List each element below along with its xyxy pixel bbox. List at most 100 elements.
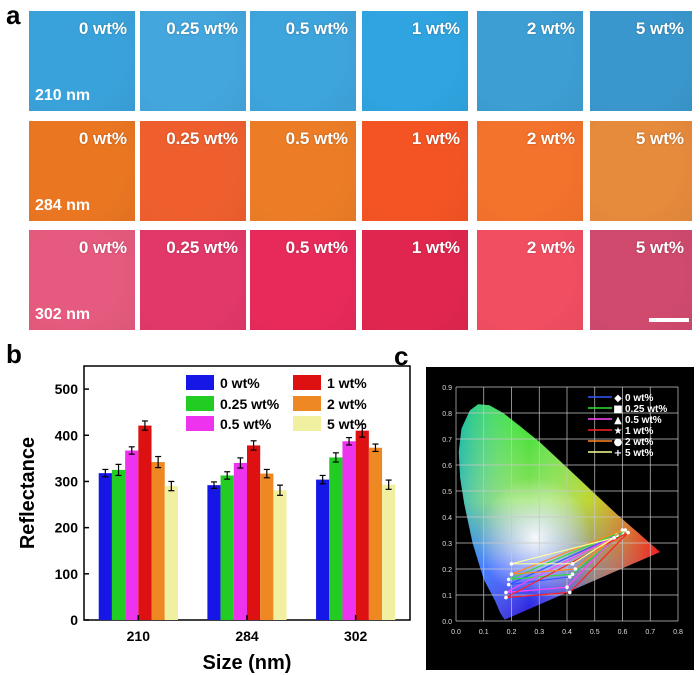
legend-label: 2 wt% <box>327 396 367 412</box>
legend-swatch <box>186 375 214 390</box>
y-tick-label: 0 <box>70 612 78 628</box>
photo-tile: 5 wt% <box>590 230 692 330</box>
y-tick-label: 400 <box>55 427 79 443</box>
panel-b-letter: b <box>6 339 22 369</box>
cie-chart-frame: 0.0 0.1 0.2 0.3 0.4 0.5 0.6 0.7 0.8 0.0 0.1 0.2 0.3 0… <box>426 367 694 670</box>
series-line-5-wt- <box>511 537 615 565</box>
y-tick-label: 0.7 <box>442 437 452 444</box>
bar-2-wt- <box>151 462 165 620</box>
data-point <box>620 528 625 532</box>
series-line-0-25-wt- <box>508 529 626 580</box>
photo-tile: 2 wt% <box>477 121 583 221</box>
legend-swatch <box>293 375 321 390</box>
bar-0-5-wt- <box>125 450 139 620</box>
concentration-label: 0 wt% <box>78 238 127 257</box>
series-line-1-wt- <box>505 532 629 599</box>
concentration-label: 5 wt% <box>635 19 684 38</box>
x-tick-label: 0.1 <box>479 629 489 636</box>
data-point <box>506 577 511 582</box>
legend-marker: ▲ <box>614 415 622 426</box>
cie-white-point-glow <box>458 404 660 620</box>
photo-tile: 0.5 wt% <box>250 11 356 111</box>
y-tick-label: 100 <box>55 566 79 582</box>
x-tick-label: 0.5 <box>590 629 600 636</box>
series-line-2-wt- <box>511 529 623 575</box>
concentration-label: 0.25 wt% <box>166 238 238 257</box>
y-tick-label: 0.1 <box>442 593 452 600</box>
data-point <box>504 595 508 600</box>
bar-0-25-wt- <box>329 457 343 620</box>
data-point <box>626 530 630 535</box>
cie-chromaticity-chart: 0.0 0.1 0.2 0.3 0.4 0.5 0.6 0.7 0.8 0.0 0.1 0.2 0.3 0… <box>442 385 683 636</box>
bar-0-5-wt- <box>342 441 356 620</box>
legend-swatch <box>293 416 321 431</box>
bar-0-wt- <box>207 485 221 620</box>
photo-tile: 0.5 wt% <box>250 230 356 330</box>
concentration-label: 0.5 wt% <box>285 238 348 257</box>
x-tick-label: 284 <box>235 628 259 644</box>
concentration-label: 5 wt% <box>635 238 684 257</box>
y-tick-label: 500 <box>55 381 79 397</box>
x-tick-label: 0.0 <box>451 629 461 636</box>
concentration-label: 5 wt% <box>635 129 684 148</box>
photo-tile: 0.25 wt% <box>140 11 246 111</box>
photo-tile: 5 wt% <box>590 11 692 111</box>
y-tick-label: 200 <box>55 520 79 536</box>
concentration-label: 0 wt% <box>78 129 127 148</box>
concentration-label: 0.5 wt% <box>285 129 348 148</box>
data-point <box>509 572 514 576</box>
panel-a-photo-grid: a 0 wt% 210 nm 0.25 wt% 0.5 wt% 1 wt% 2 wt% 5 … <box>6 2 692 330</box>
photo-tile: 0.25 wt% <box>140 230 246 330</box>
concentration-label: 1 wt% <box>411 129 460 148</box>
y-tick-label: 0.6 <box>442 463 452 470</box>
y-tick-label: 300 <box>55 473 79 489</box>
concentration-label: 2 wt% <box>526 19 575 38</box>
y-tick-label: 0.5 <box>442 489 452 496</box>
y-axis-label: Reflectance <box>17 437 39 549</box>
bar-5-wt- <box>164 486 178 620</box>
y-tick-label: 0.3 <box>442 541 452 548</box>
panel-c-letter: c <box>394 341 409 371</box>
bar-1-wt- <box>247 445 261 620</box>
bar-5-wt- <box>382 484 396 620</box>
legend-label: 2 wt% <box>625 437 653 448</box>
bar-5-wt- <box>273 490 287 620</box>
bar-0-wt- <box>98 473 112 620</box>
legend-swatch <box>186 396 214 411</box>
data-point <box>570 572 575 576</box>
photo-tile: 0 wt% 210 nm <box>29 11 135 111</box>
data-point <box>623 528 628 532</box>
bar-0-25-wt- <box>111 469 126 620</box>
concentration-label: 0.5 wt% <box>285 19 348 38</box>
size-label: 284 nm <box>35 197 91 214</box>
photo-tile: 1 wt% <box>362 121 468 221</box>
bar-1-wt- <box>138 425 152 620</box>
legend-marker: ◆ <box>614 393 622 404</box>
data-point <box>506 582 511 587</box>
size-label: 302 nm <box>35 306 91 323</box>
legend-label: 1 wt% <box>327 375 367 391</box>
concentration-label: 1 wt% <box>411 238 460 257</box>
photo-tile: 2 wt% <box>477 230 583 330</box>
legend-label: 0.25 wt% <box>220 396 280 412</box>
legend-label: 5 wt% <box>327 416 367 432</box>
legend-marker: ■ <box>613 404 622 415</box>
x-tick-label: 0.2 <box>507 629 517 636</box>
data-point <box>504 590 508 595</box>
photo-tile: 0 wt% 284 nm <box>29 121 135 221</box>
legend-marker: + <box>614 448 622 459</box>
legend-marker: ● <box>614 437 623 448</box>
bar-0-5-wt- <box>233 462 247 620</box>
y-tick-label: 0.4 <box>442 515 452 522</box>
x-tick-label: 0.6 <box>618 629 628 636</box>
concentration-label: 2 wt% <box>526 238 575 257</box>
legend-label: 1 wt% <box>625 426 653 437</box>
x-tick-label: 0.4 <box>562 629 572 636</box>
photo-tile: 1 wt% <box>362 230 468 330</box>
reflectance-bar-chart: 0 100 200 300 400 500 210 284 302 Size (nm) Reflec… <box>17 365 411 674</box>
photo-tile: 0.5 wt% <box>250 121 356 221</box>
legend-swatch <box>186 416 214 431</box>
photo-tile: 0.25 wt% <box>140 121 246 221</box>
data-point <box>509 562 514 566</box>
legend-label: 5 wt% <box>625 448 653 459</box>
